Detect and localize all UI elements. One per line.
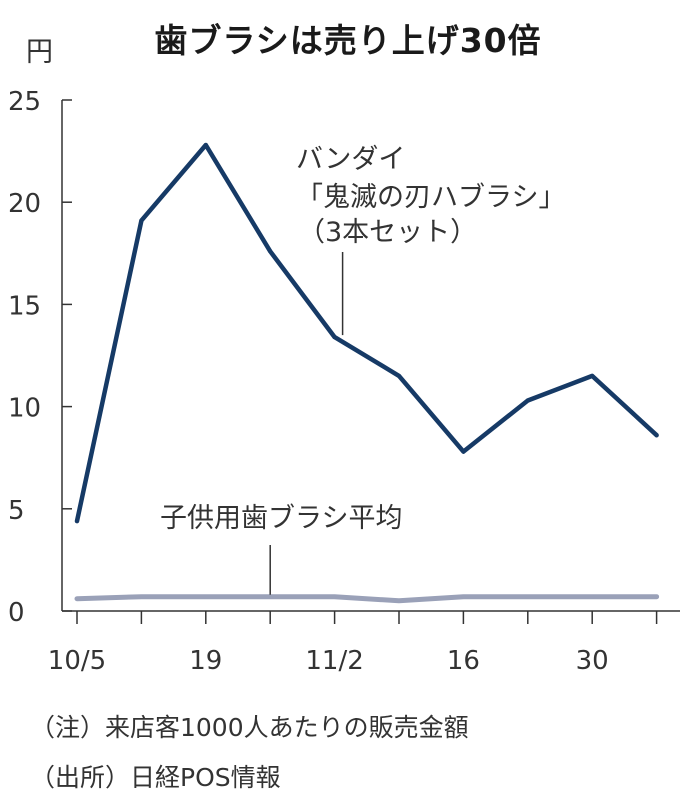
chart-annotations: バンダイ「鬼滅の刃ハブラシ」 （3本セット） 子供用歯ブラシ平均 — [160, 144, 565, 595]
series-1-point — [590, 373, 595, 378]
series-1-point — [461, 449, 466, 454]
series-2-point — [75, 596, 79, 601]
x-tick-label: 10/5 — [48, 646, 106, 676]
series-1-point — [203, 142, 208, 147]
x-tick-label: 19 — [189, 646, 222, 676]
x-tick-label: 11/2 — [305, 646, 363, 676]
series-2-label: 子供用歯ブラシ平均 — [160, 503, 402, 534]
series-2-point — [268, 594, 273, 599]
series-1-label-line: 「鬼滅の刃ハブラシ」 — [296, 182, 565, 213]
series-2-point — [397, 598, 401, 603]
series-1-point — [525, 398, 530, 403]
series-2-point — [203, 594, 208, 599]
chart-title: 歯ブラシは売り上げ30倍 — [154, 21, 542, 60]
series-2-point — [590, 594, 595, 599]
line-chart: 0 5 10 15 20 25 10/5 19 11/2 16 30 バンダイ「鬼滅の刃ハブラシ」 （… — [8, 87, 680, 676]
series-1-point — [75, 519, 79, 524]
series-1-point — [268, 249, 273, 254]
series-2-point — [332, 594, 337, 599]
series-1-point — [654, 433, 659, 438]
footnote-source: （出所）日経POS情報 — [30, 763, 281, 792]
x-tick-label: 16 — [447, 646, 480, 676]
y-axis-unit: 円 — [26, 37, 53, 68]
chart-series — [74, 142, 660, 604]
series-2-point — [525, 594, 530, 599]
series-line-2 — [74, 594, 660, 604]
series-line-1 — [74, 142, 659, 524]
series-1-point — [332, 335, 337, 340]
series-2-point — [654, 594, 659, 599]
series-1-point — [139, 218, 144, 223]
y-tick-label: 15 — [8, 291, 41, 321]
series-1-label-line: バンダイ — [296, 144, 405, 175]
y-tick-label: 20 — [8, 189, 41, 219]
series-2-point — [461, 594, 466, 599]
x-tick-label: 30 — [576, 646, 609, 676]
y-tick-label: 5 — [8, 496, 25, 526]
y-tick-label: 0 — [8, 598, 25, 628]
series-1-label-line: （3本セット） — [298, 217, 477, 248]
footnote-note: （注）来店客1000人あたりの販売金額 — [30, 713, 469, 742]
series-1-point — [397, 373, 401, 378]
chart-axes: 0 5 10 15 20 25 10/5 19 11/2 16 30 — [8, 87, 680, 676]
y-tick-label: 25 — [8, 87, 41, 117]
y-tick-label: 10 — [8, 394, 41, 424]
series-2-point — [139, 594, 144, 599]
